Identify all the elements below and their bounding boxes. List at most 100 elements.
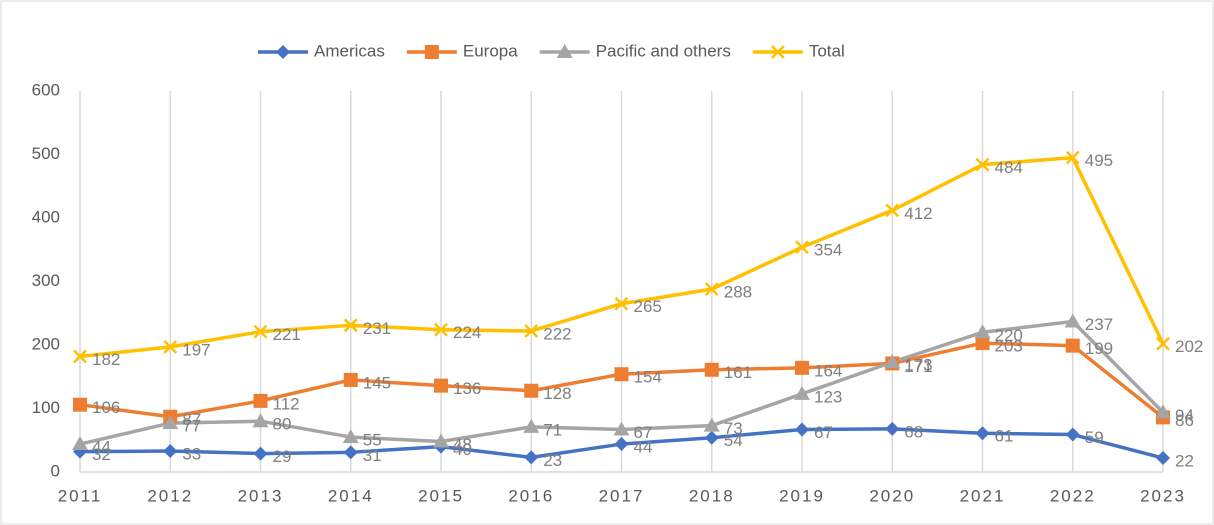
- data-label: 222: [543, 325, 571, 344]
- y-tick-label: 0: [51, 461, 60, 480]
- data-label: 40: [453, 440, 472, 459]
- marker: [1065, 150, 1080, 165]
- marker: [795, 422, 809, 437]
- data-label: 32: [92, 445, 111, 464]
- marker: [524, 450, 539, 465]
- x-tick-label: 2022: [1050, 486, 1096, 505]
- x-tick-label: 2020: [869, 486, 915, 505]
- marker: [524, 383, 539, 398]
- data-label: 23: [543, 451, 562, 470]
- marker: [613, 421, 630, 436]
- marker: [342, 429, 359, 444]
- data-label: 112: [273, 394, 300, 413]
- data-label: 44: [634, 438, 653, 457]
- marker: [1156, 451, 1170, 466]
- x-tick-label: 2012: [147, 486, 193, 505]
- data-label: 67: [634, 423, 653, 442]
- marker: [252, 413, 269, 428]
- data-label: 288: [724, 283, 752, 302]
- marker: [885, 421, 900, 436]
- data-label: 265: [634, 297, 662, 316]
- data-label: 164: [814, 361, 842, 380]
- marker: [1064, 313, 1081, 328]
- data-label: 412: [904, 204, 932, 223]
- marker: [975, 336, 990, 351]
- marker: [1065, 427, 1080, 442]
- data-label: 202: [1175, 337, 1203, 356]
- data-label: 67: [814, 423, 833, 442]
- data-label: 145: [363, 373, 391, 392]
- data-label: 55: [363, 431, 382, 450]
- marker: [614, 437, 629, 452]
- data-label: 224: [453, 323, 481, 342]
- marker: [162, 415, 179, 430]
- marker: [163, 444, 178, 459]
- x-tick-label: 2023: [1140, 486, 1186, 505]
- marker: [343, 445, 358, 460]
- marker: [1156, 336, 1170, 351]
- marker: [523, 418, 540, 433]
- y-tick-label: 400: [32, 207, 60, 226]
- data-label: 182: [92, 350, 120, 369]
- data-label: 484: [995, 158, 1023, 177]
- data-label: 354: [814, 241, 842, 260]
- data-label: 128: [543, 384, 571, 403]
- data-label: 77: [182, 417, 201, 436]
- data-label: 220: [995, 326, 1023, 345]
- data-label: 68: [904, 422, 923, 441]
- marker: [72, 436, 88, 451]
- data-label: 54: [724, 431, 743, 450]
- x-tick-label: 2014: [328, 486, 374, 505]
- y-tick-label: 200: [32, 334, 60, 353]
- marker: [253, 324, 268, 339]
- data-label: 161: [724, 363, 752, 382]
- legend-label: Americas: [314, 41, 385, 60]
- marker: [614, 367, 629, 382]
- marker: [974, 324, 991, 339]
- data-label: 154: [634, 368, 662, 387]
- x-tick-label: 2021: [960, 486, 1006, 505]
- marker: [794, 385, 810, 400]
- marker: [433, 433, 449, 448]
- data-label: 231: [363, 319, 391, 338]
- marker: [73, 349, 87, 364]
- data-label: 197: [182, 340, 210, 359]
- marker: [614, 296, 629, 311]
- marker: [795, 360, 809, 375]
- marker: [975, 426, 990, 441]
- y-tick-label: 600: [32, 80, 60, 99]
- data-label: 173: [904, 356, 932, 375]
- data-label: 199: [1085, 339, 1113, 358]
- data-label: 29: [273, 447, 292, 466]
- data-label: 61: [995, 427, 1014, 446]
- marker: [276, 45, 290, 59]
- y-tick-label: 100: [32, 398, 60, 417]
- data-label: 136: [453, 379, 481, 398]
- x-tick-label: 2015: [418, 486, 464, 505]
- y-tick-label: 500: [32, 144, 60, 163]
- marker: [73, 397, 87, 412]
- y-tick-label: 300: [32, 271, 60, 290]
- data-label: 33: [182, 445, 201, 464]
- data-label: 237: [1085, 315, 1113, 334]
- x-tick-label: 2017: [599, 486, 645, 505]
- marker: [884, 354, 901, 369]
- data-label: 123: [814, 387, 842, 406]
- legend-label: Europa: [463, 41, 518, 60]
- data-label: 203: [995, 337, 1023, 356]
- marker: [253, 393, 268, 408]
- data-label: 48: [453, 435, 472, 454]
- marker: [704, 430, 719, 445]
- data-label: 87: [182, 410, 201, 429]
- marker: [163, 340, 178, 354]
- data-label: 94: [1175, 406, 1194, 425]
- marker: [885, 203, 900, 218]
- data-label: 59: [1085, 428, 1104, 447]
- data-label: 86: [1175, 411, 1194, 430]
- marker: [1065, 338, 1080, 353]
- x-tick-label: 2016: [508, 486, 554, 505]
- x-tick-label: 2018: [689, 486, 735, 505]
- marker: [343, 318, 358, 333]
